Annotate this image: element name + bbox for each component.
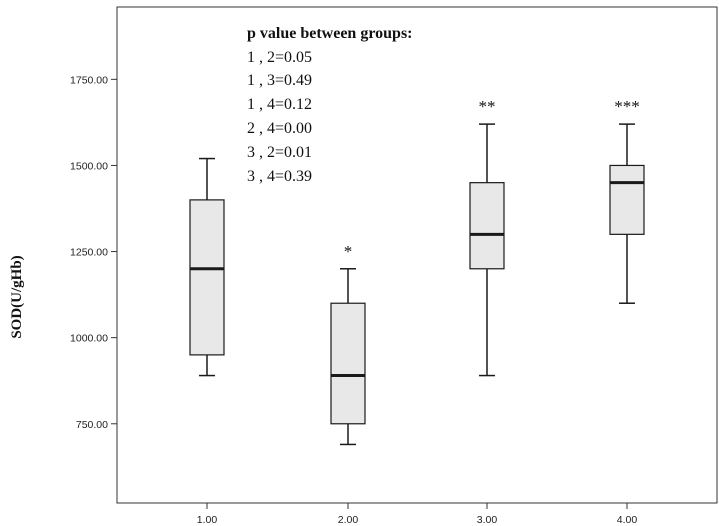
box-3.00 — [469, 123, 505, 377]
y-tick-label: 1000.00 — [70, 333, 108, 345]
x-tick-label: 2.00 — [338, 514, 359, 526]
box-2.00 — [330, 268, 366, 446]
y-axis-label: SOD(U/gHb) — [9, 255, 25, 338]
x-tick-label: 1.00 — [197, 514, 218, 526]
y-tick-label: 1250.00 — [70, 247, 108, 259]
y-tick-label: 1500.00 — [70, 160, 108, 172]
y-axis: 750.00 1000.00 1250.00 1500.00 1750.00 — [70, 74, 117, 431]
p-value-annotation: p value between groups: 1 , 2=0.05 1 , 3… — [247, 25, 413, 185]
y-tick-label: 750.00 — [76, 419, 108, 431]
annotation-line: 3 , 4=0.39 — [247, 168, 312, 185]
annotation-line: 3 , 2=0.01 — [247, 144, 312, 161]
annotation-line: 2 , 4=0.00 — [247, 120, 312, 137]
x-tick-label: 4.00 — [617, 514, 638, 526]
box-1.00 — [189, 157, 225, 377]
iqr-box — [469, 182, 505, 270]
y-tick-label: 1750.00 — [70, 74, 108, 86]
significance-marks: *** *** — [344, 97, 640, 261]
annotation-line: 1 , 3=0.49 — [247, 72, 312, 89]
box-4.00 — [609, 123, 645, 304]
x-axis: 1.00 2.00 3.00 4.00 — [197, 503, 638, 526]
iqr-box — [330, 302, 366, 425]
significance-mark: *** — [614, 97, 640, 116]
significance-mark: ** — [479, 97, 496, 116]
annotation-line: 1 , 4=0.12 — [247, 96, 312, 113]
annotation-line: 1 , 2=0.05 — [247, 49, 312, 66]
x-tick-label: 3.00 — [477, 514, 498, 526]
boxes — [189, 123, 645, 446]
annotation-title: p value between groups: — [247, 25, 413, 42]
iqr-box — [609, 164, 645, 235]
iqr-box — [189, 199, 225, 356]
significance-mark: * — [344, 242, 353, 261]
